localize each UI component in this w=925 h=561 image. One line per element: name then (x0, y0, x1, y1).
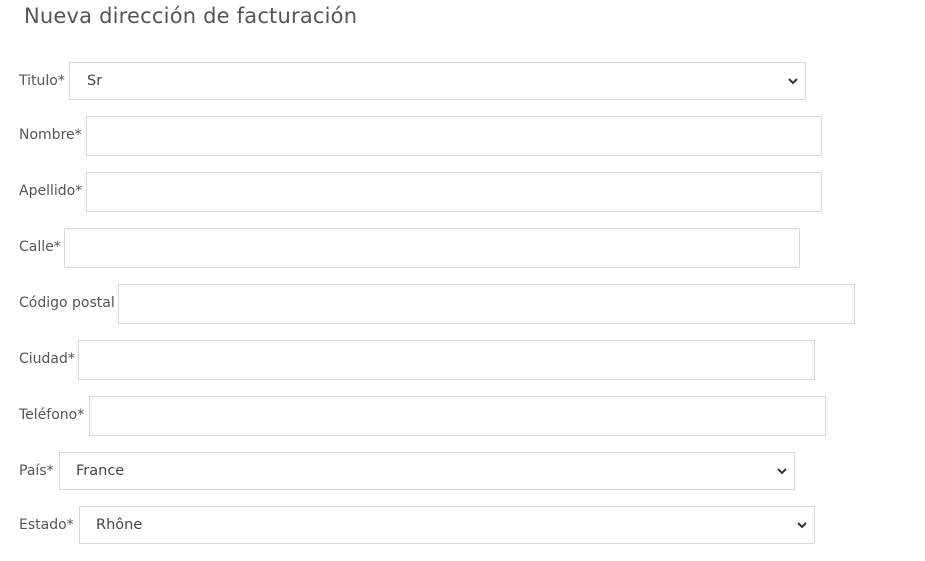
page-title: Nueva dirección de facturación (24, 4, 358, 28)
pais-label: País* (19, 463, 54, 479)
calle-input[interactable] (64, 228, 800, 268)
ciudad-label: Ciudad* (19, 351, 75, 367)
nombre-input[interactable] (86, 116, 822, 156)
calle-label: Calle* (19, 239, 61, 255)
chevron-down-icon (797, 522, 807, 529)
nombre-label: Nombre* (19, 127, 82, 143)
titulo-label: Titulo* (19, 73, 65, 89)
telefono-label: Teléfono* (19, 407, 85, 423)
pais-value: France (76, 463, 125, 479)
ciudad-input[interactable] (78, 340, 815, 380)
titulo-select[interactable]: Sr (69, 62, 806, 100)
estado-value: Rhône (96, 517, 143, 533)
estado-select[interactable]: Rhône (79, 506, 815, 544)
chevron-down-icon (788, 78, 798, 85)
pais-select[interactable]: France (59, 452, 795, 490)
apellido-input[interactable] (86, 172, 822, 212)
titulo-value: Sr (87, 73, 103, 89)
estado-label: Estado* (19, 517, 74, 533)
codigo-postal-label: Código postal (19, 295, 115, 311)
codigo-postal-input[interactable] (118, 284, 855, 324)
telefono-input[interactable] (89, 396, 826, 436)
chevron-down-icon (777, 468, 787, 475)
apellido-label: Apellido* (19, 183, 83, 199)
